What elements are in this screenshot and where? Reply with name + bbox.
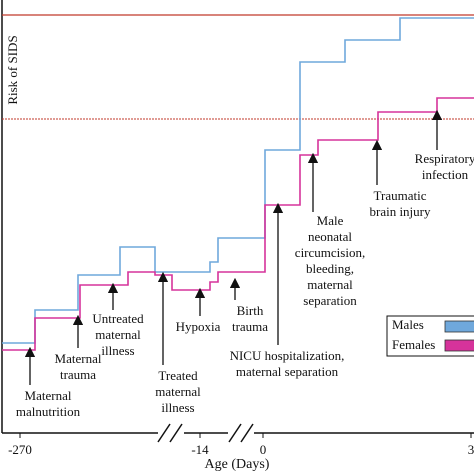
annotation-text: brain injury [369, 204, 431, 219]
annotation-text: maternal [155, 384, 201, 399]
y-axis-label: Risk of SIDS [5, 35, 20, 104]
axis-breaks [157, 423, 254, 443]
x-axis-label: Age (Days) [205, 457, 270, 472]
annotation-text: malnutrition [16, 404, 81, 419]
legend-label: Females [392, 337, 435, 352]
annotation-text: NICU hospitalization, [230, 348, 345, 363]
annotation-text: illness [101, 343, 134, 358]
annotation-text: Maternal [25, 388, 72, 403]
annotation-text: trauma [232, 319, 268, 334]
annotation-text: bleeding, [306, 261, 354, 276]
annotation-text: Traumatic [374, 188, 427, 203]
annotation-text: Male [317, 213, 344, 228]
x-tick-label: 0 [260, 442, 267, 457]
legend-label: Males [392, 317, 424, 332]
annotation-text: maternal [307, 277, 353, 292]
annotation-text: Untreated [92, 311, 144, 326]
annotation-text: circumcision, [295, 245, 365, 260]
annotation-text: Maternal [55, 351, 102, 366]
annotation-text: maternal separation [236, 364, 339, 379]
annotation-text: Birth [237, 303, 264, 318]
annotation-text: Treated [158, 368, 198, 383]
annotation-text: infection [422, 167, 469, 182]
annotation-text: Hypoxia [176, 319, 221, 334]
annotation-text: Respiratory [415, 151, 474, 166]
legend [386, 315, 474, 357]
x-tick-label: -270 [8, 442, 32, 457]
males-line [2, 17, 474, 344]
x-tick-label: 3 [468, 442, 474, 457]
females-line [2, 97, 474, 351]
annotation-text: trauma [60, 367, 96, 382]
annotation-text: separation [303, 293, 357, 308]
x-tick-label: -14 [191, 442, 209, 457]
annotation-text: neonatal [308, 229, 352, 244]
annotation-text: maternal [95, 327, 141, 342]
annotation-text: illness [161, 400, 194, 415]
